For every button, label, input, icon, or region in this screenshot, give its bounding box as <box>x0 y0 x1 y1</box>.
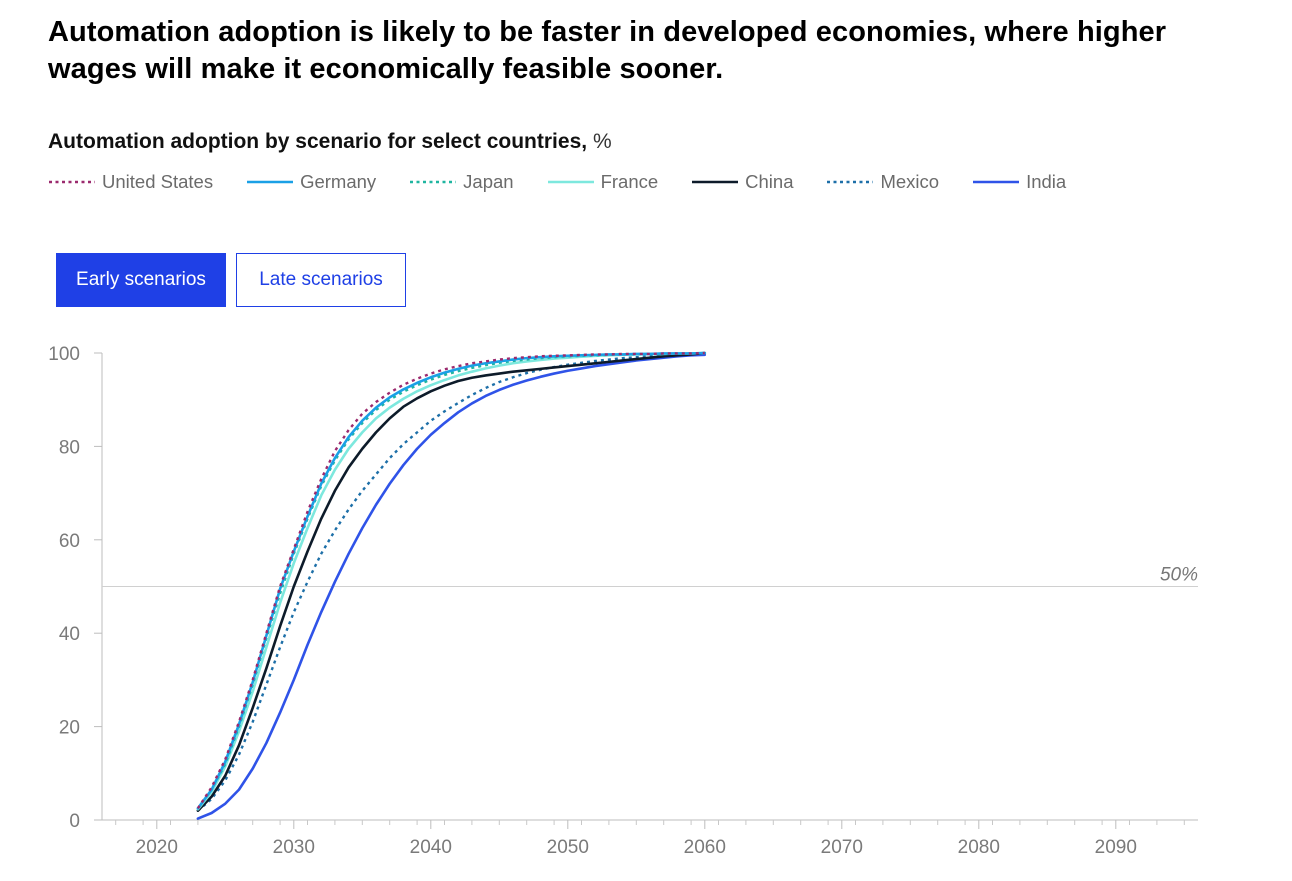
legend-swatch-india <box>973 180 1020 184</box>
legend-label-france: France <box>600 171 659 192</box>
chart-subtitle: Automation adoption by scenario for sele… <box>48 128 612 156</box>
x-tick-label-2080: 2080 <box>958 837 1000 858</box>
series-line-united-states <box>196 351 705 809</box>
legend-item-germany: Germany <box>246 171 376 193</box>
legend-item-united-states: United States <box>48 171 213 193</box>
x-tick-label-2070: 2070 <box>821 837 863 858</box>
y-tick-label-20: 20 <box>59 718 80 739</box>
late-scenarios-button[interactable]: Late scenarios <box>236 253 406 307</box>
legend-swatch-france <box>547 180 594 184</box>
legend-swatch-china <box>692 180 739 184</box>
series-line-india <box>196 353 707 820</box>
y-tick-label-40: 40 <box>59 624 80 645</box>
legend-item-japan: Japan <box>409 171 514 193</box>
chart-subtitle-text: Automation adoption by scenario for sele… <box>48 130 588 153</box>
legend-item-china: China <box>691 171 793 193</box>
legend-item-france: France <box>547 171 659 193</box>
legend-swatch-united-states <box>49 180 95 184</box>
legend-label-mexico: Mexico <box>880 171 940 192</box>
x-tick-label-2050: 2050 <box>547 837 589 858</box>
x-tick-label-2040: 2040 <box>410 837 452 858</box>
x-tick-label-2020: 2020 <box>136 837 178 858</box>
x-tick-label-2060: 2060 <box>684 837 726 858</box>
legend-swatch-germany <box>247 180 294 184</box>
legend-label-india: India <box>1026 171 1067 192</box>
series-line-germany <box>196 351 707 810</box>
y-tick-label-60: 60 <box>59 531 80 552</box>
x-tick-label-2090: 2090 <box>1095 837 1137 858</box>
chart-subtitle-unit: % <box>592 130 612 153</box>
x-tick-label-2030: 2030 <box>273 837 315 858</box>
y-tick-label-80: 80 <box>59 437 80 458</box>
legend-label-united-states: United States <box>102 171 214 192</box>
legend-item-mexico: Mexico <box>826 171 939 193</box>
page-headline: Automation adoption is likely to be fast… <box>48 16 1167 85</box>
legend-label-germany: Germany <box>300 171 377 192</box>
series-line-japan <box>196 351 705 810</box>
chart-legend: United States Germany Japan France China Mexi… <box>48 169 1099 195</box>
legend-swatch-japan <box>410 180 457 184</box>
y-tick-label-0: 0 <box>69 811 80 832</box>
legend-item-india: India <box>972 171 1066 193</box>
early-scenarios-button[interactable]: Early scenarios <box>56 253 226 307</box>
legend-label-china: China <box>745 171 794 192</box>
legend-swatch-mexico <box>827 180 874 184</box>
series-line-mexico <box>197 351 705 812</box>
series-line-china <box>196 351 707 812</box>
y-tick-label-100: 100 <box>48 344 80 365</box>
reference-line-label: 50% <box>1160 565 1198 586</box>
legend-label-japan: Japan <box>463 171 514 192</box>
series-line-france <box>196 351 707 811</box>
